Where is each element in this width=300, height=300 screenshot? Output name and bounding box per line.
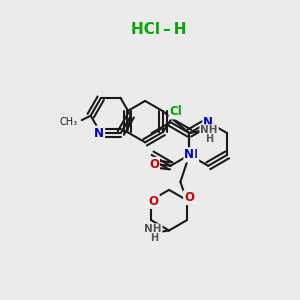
- Text: H: H: [206, 134, 214, 143]
- Text: NH: NH: [145, 224, 162, 234]
- Text: O: O: [184, 191, 194, 204]
- Text: N: N: [188, 148, 198, 161]
- Text: NH: NH: [200, 125, 218, 135]
- Text: H: H: [150, 233, 158, 243]
- Text: N: N: [203, 116, 213, 129]
- Text: O: O: [149, 195, 159, 208]
- Text: N: N: [184, 148, 194, 161]
- Text: CH₃: CH₃: [59, 117, 78, 127]
- Text: HCl – H: HCl – H: [131, 22, 187, 37]
- Text: Cl: Cl: [169, 106, 182, 118]
- Text: N: N: [94, 127, 104, 140]
- Text: O: O: [149, 158, 159, 171]
